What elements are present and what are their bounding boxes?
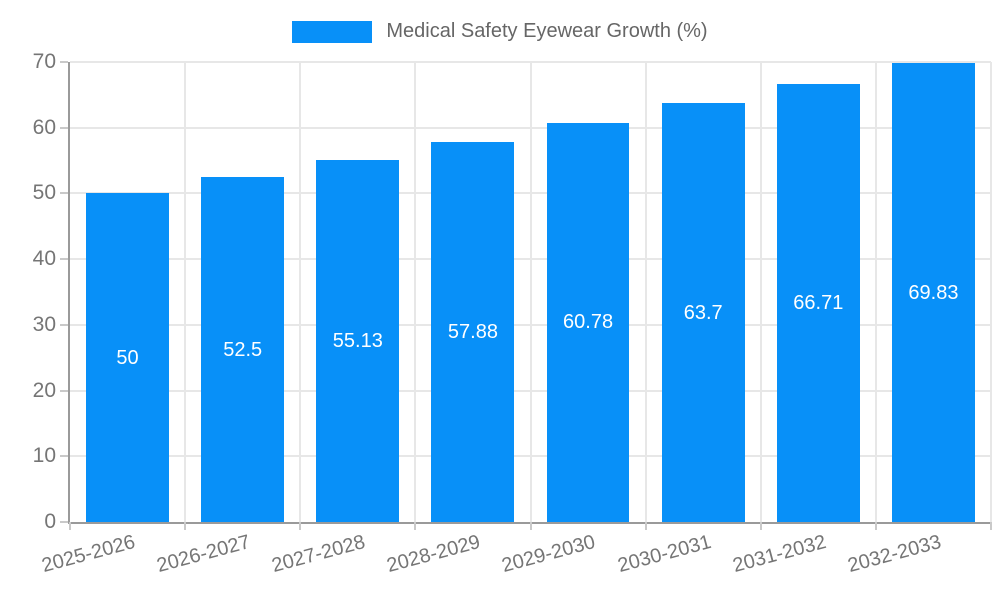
x-gridline bbox=[184, 62, 187, 522]
x-gridline bbox=[874, 62, 877, 522]
y-tick bbox=[60, 126, 68, 129]
x-tick bbox=[529, 522, 532, 530]
bar-2031-2032[interactable] bbox=[776, 83, 860, 522]
y-tick bbox=[60, 323, 68, 326]
bar-value-label: 57.88 bbox=[447, 320, 498, 343]
x-axis-label: 2025-2026 bbox=[39, 530, 138, 577]
bar-value-label: 60.78 bbox=[563, 311, 614, 334]
x-gridline bbox=[759, 62, 762, 522]
bar-2027-2028[interactable] bbox=[316, 159, 400, 522]
x-axis-label: 2028-2029 bbox=[384, 530, 483, 577]
x-tick bbox=[184, 522, 187, 530]
y-tick bbox=[60, 192, 68, 195]
y-tick bbox=[60, 61, 68, 63]
x-tick bbox=[990, 522, 992, 530]
x-axis-label: 2030-2031 bbox=[615, 530, 714, 577]
bar-2026-2027[interactable] bbox=[201, 177, 285, 522]
x-tick bbox=[874, 522, 877, 530]
bar-2030-2031[interactable] bbox=[661, 103, 745, 522]
legend-item-growth[interactable]: Medical Safety Eyewear Growth (%) bbox=[292, 20, 708, 43]
bar-value-label: 55.13 bbox=[332, 329, 383, 352]
x-axis-label: 2031-2032 bbox=[730, 530, 829, 577]
bar-value-label: 50 bbox=[116, 346, 139, 369]
y-axis-label: 50 bbox=[32, 181, 56, 205]
x-gridline bbox=[529, 62, 532, 522]
x-axis-label: 2026-2027 bbox=[154, 530, 253, 577]
x-axis-label: 2032-2033 bbox=[845, 530, 944, 577]
x-tick bbox=[69, 522, 71, 530]
x-axis-label: 2029-2030 bbox=[499, 530, 599, 577]
bar-2025-2026[interactable] bbox=[86, 193, 169, 522]
y-tick bbox=[60, 389, 68, 392]
bar-2032-2033[interactable] bbox=[891, 63, 975, 522]
bar-2029-2030[interactable] bbox=[546, 122, 630, 522]
x-tick bbox=[759, 522, 762, 530]
bar-value-label: 52.5 bbox=[223, 338, 263, 361]
y-tick bbox=[60, 455, 68, 458]
x-gridline bbox=[414, 62, 417, 522]
x-gridline bbox=[990, 62, 992, 522]
y-tick bbox=[60, 521, 68, 523]
y-axis-label: 40 bbox=[32, 247, 56, 271]
bar-value-label: 63.7 bbox=[683, 301, 723, 324]
y-axis-label: 60 bbox=[32, 115, 56, 139]
legend-label: Medical Safety Eyewear Growth (%) bbox=[386, 20, 708, 42]
y-axis-label: 30 bbox=[32, 312, 56, 336]
y-axis-label: 70 bbox=[32, 50, 56, 73]
plot-area: 0 10 20 30 40 50 60 70 50 2025-2026 52.5 2026-2027 5… bbox=[33, 50, 992, 577]
x-tick bbox=[414, 522, 417, 530]
bar-value-label: 66.71 bbox=[793, 291, 844, 314]
y-axis-label: 10 bbox=[32, 444, 56, 468]
x-gridline bbox=[644, 62, 647, 522]
chart-legend: Medical Safety Eyewear Growth (%) bbox=[0, 20, 1000, 43]
bar-value-label: 69.83 bbox=[908, 281, 959, 304]
x-tick bbox=[644, 522, 647, 530]
x-tick bbox=[299, 522, 302, 530]
bar-2028-2029[interactable] bbox=[431, 141, 515, 522]
y-axis-label: 0 bbox=[44, 510, 56, 533]
x-axis-label: 2027-2028 bbox=[269, 530, 368, 577]
legend-swatch bbox=[292, 20, 373, 43]
y-tick bbox=[60, 258, 68, 261]
x-gridline bbox=[299, 62, 302, 522]
y-axis-label: 20 bbox=[32, 378, 56, 402]
